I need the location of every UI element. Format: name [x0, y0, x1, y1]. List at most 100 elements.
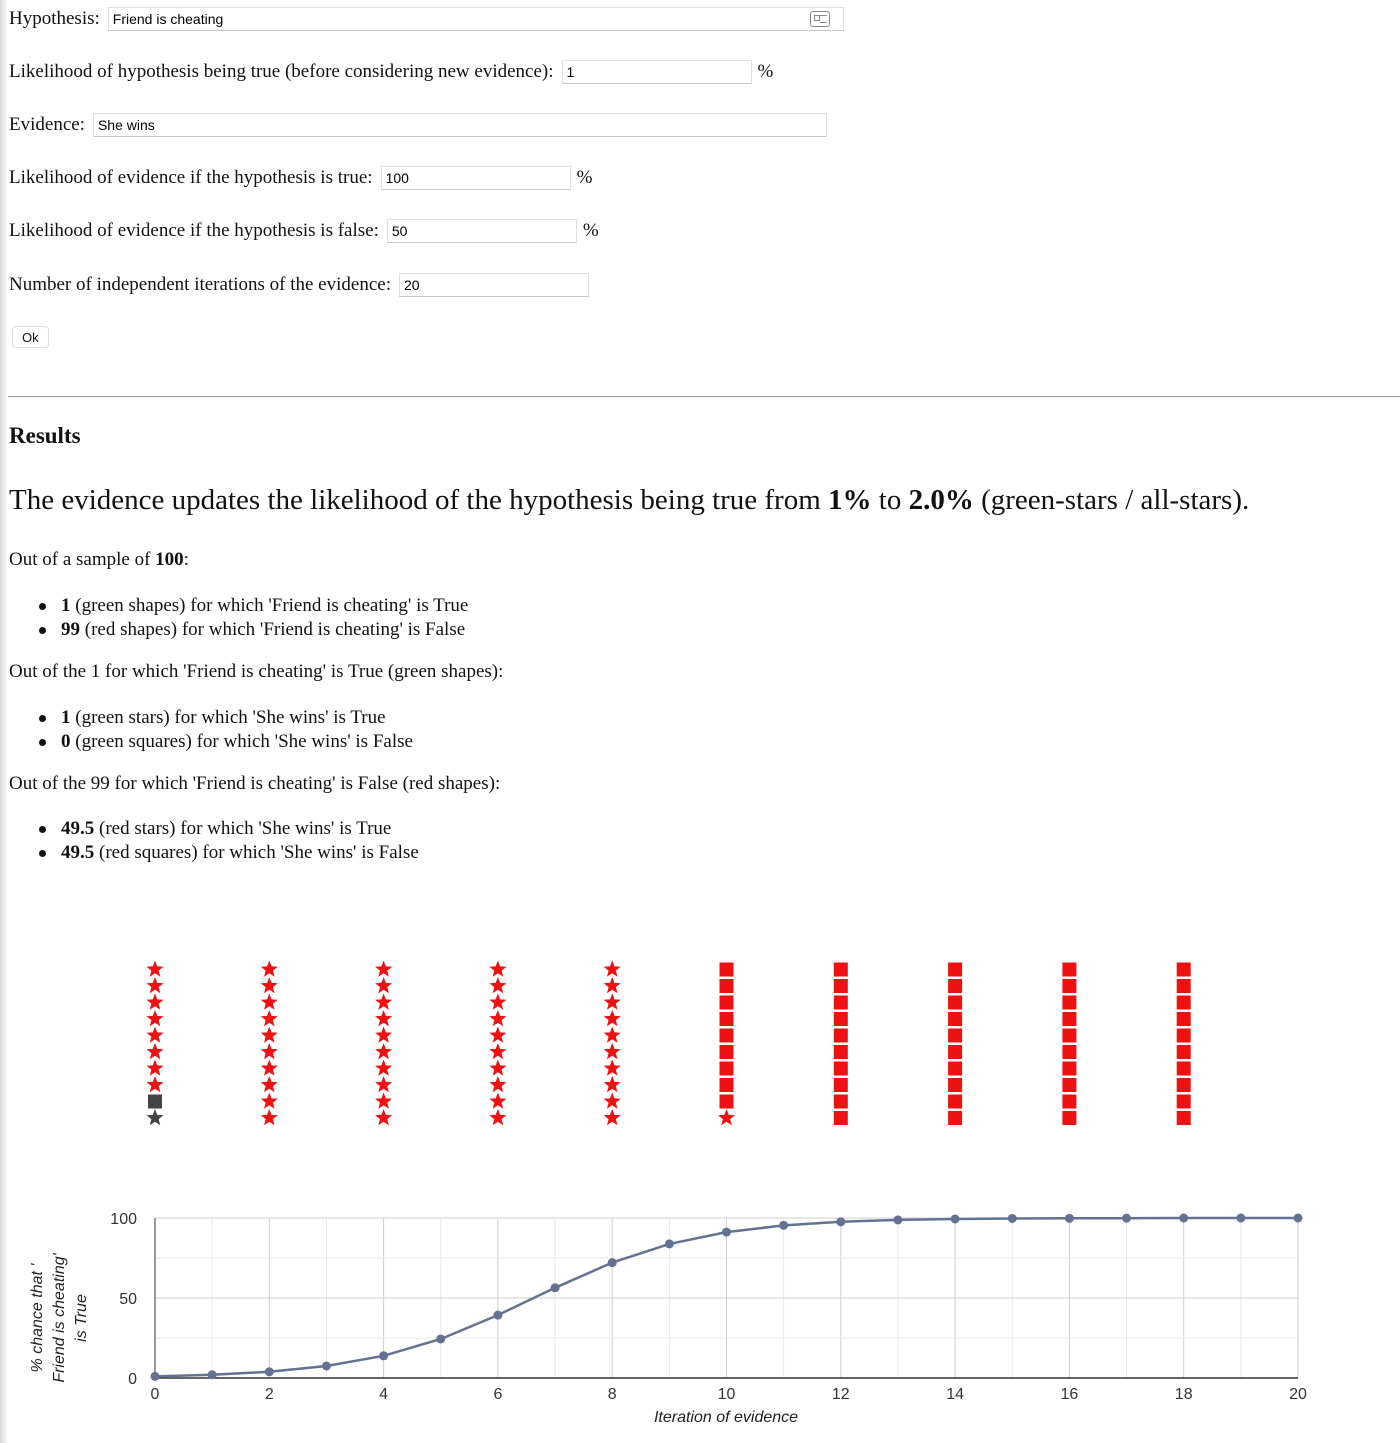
false-likelihood-input[interactable]: [386, 219, 577, 243]
red-square-icon: [1062, 1012, 1077, 1026]
chart-grid: [154, 1217, 1299, 1379]
hypothesis-input[interactable]: [107, 7, 844, 31]
data-point: [950, 1214, 960, 1224]
red-square-icon: [948, 1111, 963, 1125]
y-axis-label-line-2: Friend is cheating': [51, 1252, 68, 1382]
red-square-icon: [719, 1094, 734, 1109]
list-item: 49.5 (red stars) for which 'She wins' is…: [9, 817, 419, 841]
red-square-icon: [719, 1028, 734, 1043]
red-square-icon: [1062, 1028, 1077, 1043]
sample-prefix: Out of a sample of: [9, 549, 156, 570]
x-tick-label: 0: [151, 1386, 160, 1403]
y-tick-label: 0: [128, 1371, 137, 1388]
red-square-icon: [948, 1028, 963, 1043]
description: (green shapes) for which 'Friend is chea…: [70, 595, 469, 616]
red-square-icon: [948, 995, 963, 1010]
false-group-list: 49.5 (red stars) for which 'She wins' is…: [9, 817, 419, 865]
red-star-icon: [375, 1109, 393, 1126]
red-square-icon: [833, 1094, 848, 1109]
prior-input[interactable]: [561, 60, 752, 84]
red-star-icon: [375, 1026, 393, 1043]
data-point: [264, 1367, 274, 1377]
description: (green stars) for which 'She wins' is Tr…: [70, 707, 386, 728]
y-axis-label-line-1: % chance that ': [29, 1263, 46, 1373]
data-point: [722, 1227, 731, 1237]
ok-button[interactable]: Ok: [12, 326, 49, 348]
y-tick-label: 50: [119, 1291, 137, 1308]
summary-prefix: The evidence updates the likelihood of t…: [9, 484, 829, 516]
red-square-icon: [948, 962, 963, 977]
count: 1: [61, 707, 71, 728]
red-square-icon: [1176, 1094, 1191, 1109]
contact-card-icon[interactable]: [809, 11, 830, 27]
description: (green squares) for which 'She wins' is …: [70, 731, 413, 752]
red-star-icon: [489, 993, 507, 1010]
count: 49.5: [61, 842, 95, 863]
false-likelihood-row: Likelihood of evidence if the hypothesis…: [9, 218, 599, 244]
results-heading: Results: [9, 423, 81, 448]
true-likelihood-input[interactable]: [380, 166, 571, 190]
red-star-icon: [489, 1026, 507, 1043]
red-star-icon: [489, 1092, 507, 1109]
y-tick-label: 100: [110, 1211, 137, 1228]
red-star-icon: [260, 960, 278, 977]
red-square-icon: [833, 1061, 848, 1076]
red-square-icon: [1176, 979, 1191, 993]
hypothesis-label: Hypothesis:: [9, 8, 100, 29]
red-square-icon: [1176, 1111, 1191, 1125]
red-square-icon: [833, 1078, 848, 1092]
description: (red stars) for which 'She wins' is True: [94, 818, 392, 839]
sample-list: 1 (green shapes) for which 'Friend is ch…: [9, 594, 468, 642]
data-point: [836, 1217, 846, 1227]
list-item: 1 (green stars) for which 'She wins' is …: [9, 706, 413, 730]
red-square-icon: [1176, 1028, 1191, 1043]
true-percent-sign: %: [576, 167, 593, 188]
summary-mid: to: [871, 484, 909, 516]
red-star-icon: [603, 1059, 621, 1076]
red-square-icon: [948, 1078, 963, 1092]
iterations-label: Number of independent iterations of the …: [9, 274, 391, 295]
red-square-icon: [1062, 1094, 1077, 1109]
y-axis-label: % chance that ' Friend is cheating' is T…: [29, 1252, 90, 1382]
red-square-icon: [948, 1012, 963, 1026]
x-tick-label: 6: [493, 1386, 502, 1403]
red-star-icon: [146, 977, 164, 994]
evidence-input[interactable]: [92, 113, 827, 137]
data-point: [664, 1239, 674, 1249]
red-star-icon: [489, 1109, 507, 1126]
red-star-icon: [375, 1076, 393, 1093]
prior-percent-sign: %: [757, 61, 774, 82]
data-point: [1293, 1213, 1303, 1223]
red-star-icon: [489, 960, 507, 977]
red-star-icon: [489, 1010, 507, 1027]
x-tick-label: 20: [1289, 1386, 1307, 1403]
posterior-line-chart: 0 2 4 6 8 10 12 14 16 18 20 0 50 100 Iteration of evi…: [29, 1211, 1307, 1426]
red-square-icon: [833, 995, 848, 1010]
iterations-input[interactable]: [398, 273, 589, 297]
red-star-icon: [603, 1109, 621, 1126]
red-star-icon: [375, 1059, 393, 1076]
red-star-icon: [375, 1043, 393, 1060]
red-star-icon: [260, 1059, 278, 1076]
data-point: [436, 1334, 446, 1344]
red-star-icon: [146, 960, 164, 977]
red-square-icon: [719, 962, 734, 977]
red-star-icon: [260, 1109, 278, 1126]
red-star-icon: [375, 1092, 393, 1109]
data-point: [1007, 1213, 1017, 1223]
red-star-icon: [260, 1076, 278, 1093]
red-star-icon: [717, 1109, 736, 1126]
red-square-icon: [719, 1012, 734, 1026]
red-star-icon: [260, 993, 278, 1010]
x-tick-label: 2: [265, 1386, 274, 1403]
red-star-icon: [603, 1010, 621, 1027]
count: 0: [61, 731, 71, 752]
chart-axes: 0 2 4 6 8 10 12 14 16 18 20 0 50 100: [110, 1211, 1307, 1403]
prior-value: 1%: [828, 484, 872, 516]
data-point: [779, 1220, 789, 1230]
red-square-icon: [1062, 1078, 1077, 1092]
red-square-icon: [1062, 1045, 1077, 1059]
red-square-icon: [1176, 1012, 1191, 1026]
summary-suffix: (green-stars / all-stars).: [973, 484, 1250, 516]
sample-shape-grid: [146, 960, 1191, 1126]
